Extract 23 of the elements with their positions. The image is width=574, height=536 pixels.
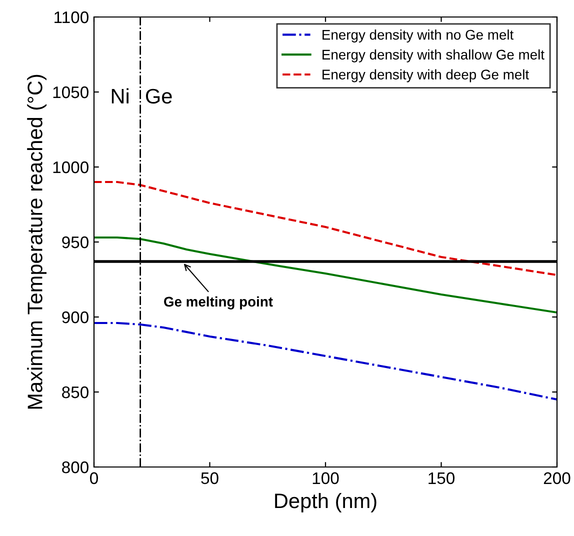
y-tick-label: 950 — [62, 236, 88, 248]
y-tick-label: 1000 — [53, 161, 88, 174]
annotation: Ge — [146, 88, 172, 104]
y-tick-label: 1100 — [54, 11, 88, 24]
line-series — [94, 322, 557, 401]
annotation: Ni — [112, 88, 128, 104]
legend-label: Energy density with shallow Ge melt — [322, 49, 544, 62]
x-axis-title: Depth (nm) — [275, 492, 376, 512]
legend-label: Energy density with deep Ge melt — [322, 69, 529, 82]
x-tick-label: 100 — [312, 472, 339, 484]
x-tick-label: 0 — [90, 472, 98, 484]
y-axis-title: Maximum Temperature reached (°C) — [27, 74, 47, 409]
line-series — [94, 180, 557, 276]
legend-label: Energy density with no Ge melt — [322, 30, 514, 42]
y-tick-label: 1050 — [53, 86, 88, 98]
y-tick-label: 800 — [62, 461, 88, 474]
y-tick-label: 850 — [62, 386, 88, 398]
line-series — [94, 236, 557, 314]
x-tick-label: 150 — [428, 472, 455, 484]
ref-line-label: Ge melting point — [164, 296, 273, 310]
y-tick-label: 900 — [62, 311, 88, 324]
x-tick-label: 200 — [544, 472, 570, 484]
x-tick-label: 50 — [201, 472, 218, 484]
